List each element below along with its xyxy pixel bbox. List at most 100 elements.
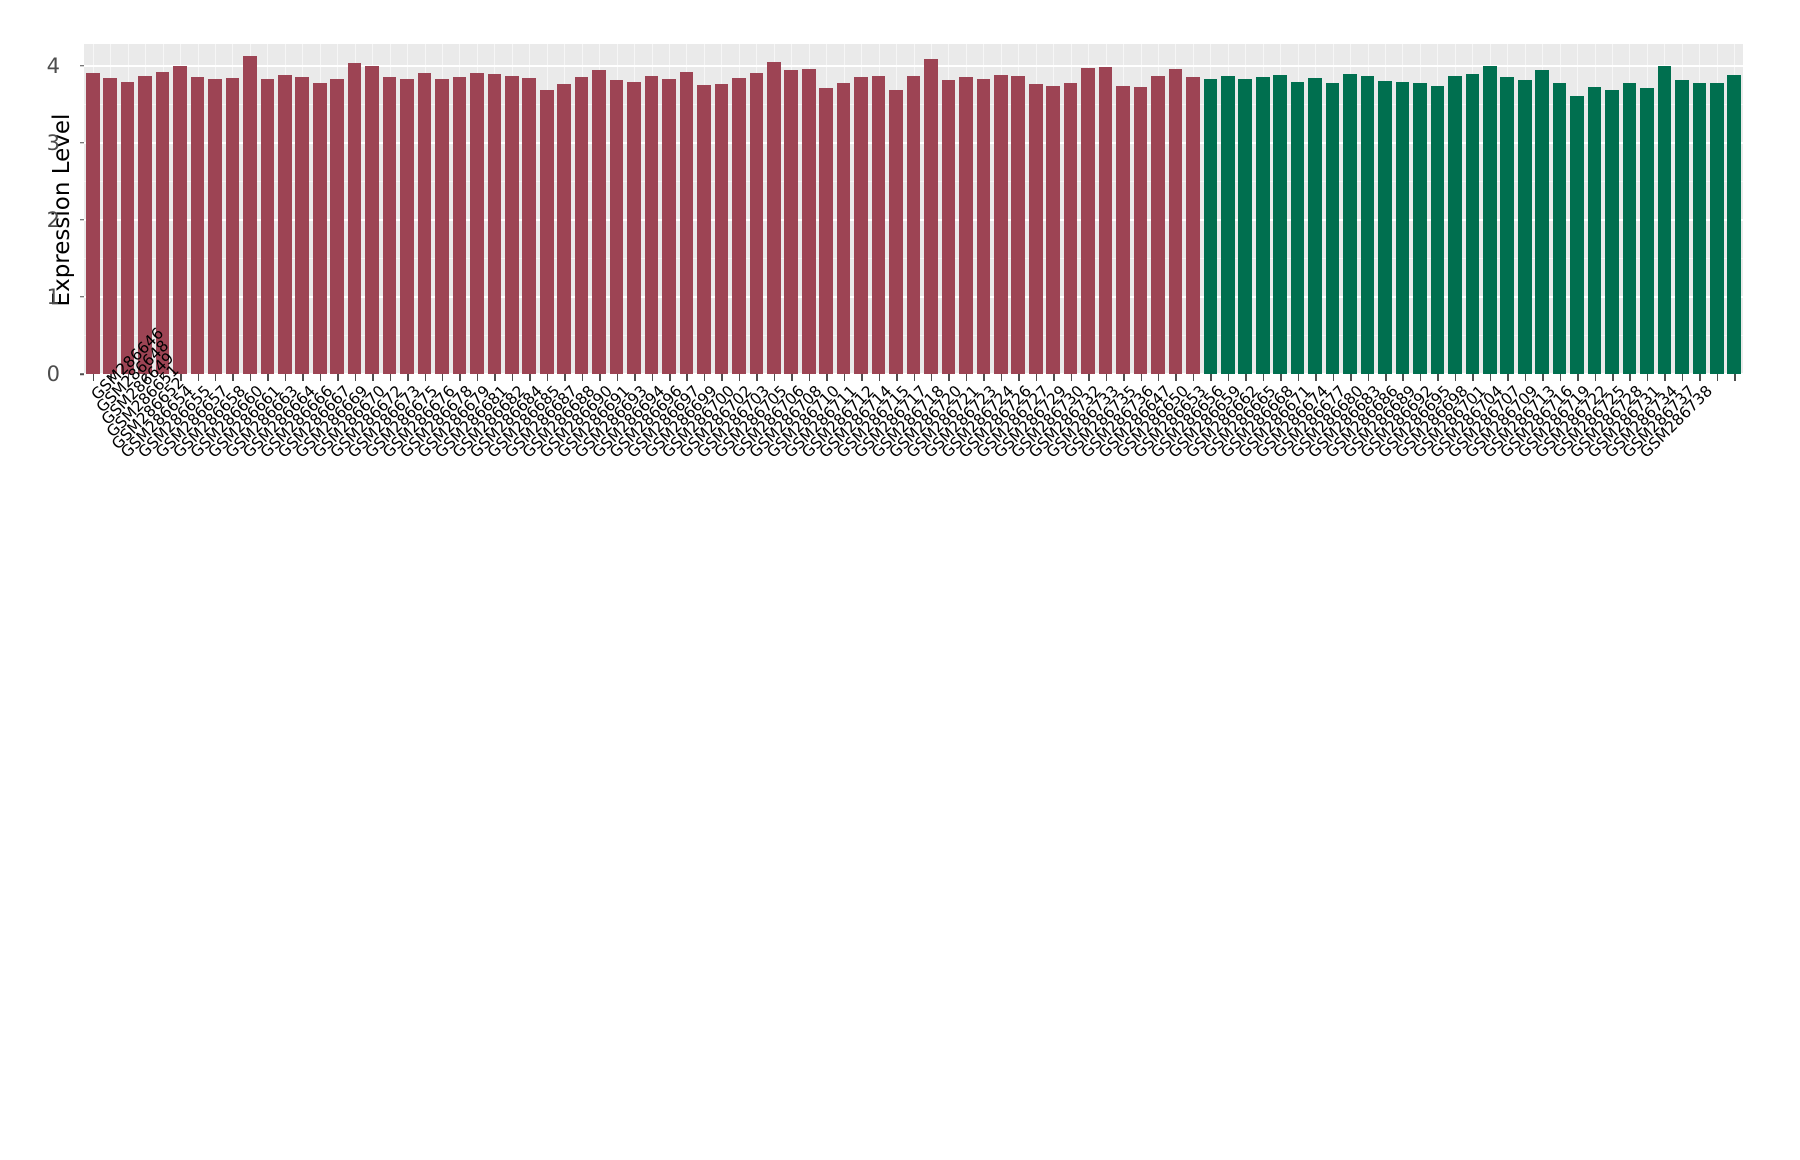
- bar[interactable]: [539, 90, 554, 374]
- bar[interactable]: [1081, 67, 1095, 374]
- bar[interactable]: [1046, 86, 1060, 374]
- bar[interactable]: [1517, 80, 1532, 374]
- bar[interactable]: [1203, 78, 1218, 374]
- bar[interactable]: [592, 70, 606, 374]
- bar[interactable]: [924, 58, 938, 374]
- bar[interactable]: [1273, 74, 1288, 374]
- bar[interactable]: [1727, 74, 1742, 374]
- bar[interactable]: [1430, 85, 1445, 374]
- bar[interactable]: [1709, 82, 1724, 374]
- bar[interactable]: [1552, 82, 1567, 374]
- bar[interactable]: [1465, 74, 1480, 374]
- bar[interactable]: [679, 71, 694, 374]
- bar[interactable]: [173, 66, 187, 374]
- bar[interactable]: [120, 81, 135, 374]
- bar[interactable]: [714, 84, 729, 374]
- bar[interactable]: [906, 76, 921, 374]
- bar[interactable]: [1692, 83, 1707, 374]
- bar[interactable]: [103, 77, 117, 374]
- x-axis-tick-mark: [302, 374, 304, 381]
- bar[interactable]: [1570, 95, 1584, 374]
- bar[interactable]: [1535, 70, 1549, 374]
- bar[interactable]: [854, 77, 868, 374]
- bar[interactable]: [749, 73, 764, 374]
- bar[interactable]: [522, 77, 537, 374]
- bar[interactable]: [1151, 76, 1165, 374]
- bar[interactable]: [1413, 83, 1427, 374]
- bar[interactable]: [470, 73, 484, 374]
- bar[interactable]: [330, 78, 344, 374]
- bar[interactable]: [1378, 81, 1392, 374]
- bar[interactable]: [1116, 86, 1130, 374]
- bar[interactable]: [1343, 74, 1357, 374]
- bar[interactable]: [382, 77, 397, 374]
- bar[interactable]: [85, 73, 100, 374]
- bar[interactable]: [1605, 89, 1619, 374]
- bar[interactable]: [1168, 69, 1183, 374]
- bar[interactable]: [1098, 67, 1113, 374]
- bar[interactable]: [959, 77, 973, 374]
- bar[interactable]: [784, 70, 799, 374]
- bar[interactable]: [1360, 76, 1375, 374]
- bar[interactable]: [644, 76, 659, 374]
- bar[interactable]: [1238, 79, 1253, 374]
- bar[interactable]: [574, 77, 589, 374]
- bar[interactable]: [347, 63, 362, 374]
- bar[interactable]: [976, 79, 991, 374]
- x-axis-tick-mark: [162, 374, 165, 381]
- bar[interactable]: [801, 68, 816, 374]
- bar[interactable]: [557, 84, 572, 374]
- bar[interactable]: [1395, 81, 1410, 374]
- bar[interactable]: [609, 80, 624, 374]
- bar[interactable]: [505, 76, 519, 374]
- bar[interactable]: [243, 56, 257, 374]
- bar[interactable]: [1255, 77, 1270, 374]
- bar[interactable]: [1028, 84, 1043, 374]
- bar[interactable]: [766, 61, 781, 374]
- x-axis-tick-mark: [1018, 374, 1020, 381]
- bar[interactable]: [452, 77, 467, 374]
- bar[interactable]: [836, 82, 851, 374]
- x-axis-ticks: [84, 374, 1743, 382]
- bar[interactable]: [819, 87, 833, 374]
- bar[interactable]: [627, 81, 641, 374]
- bar[interactable]: [138, 75, 152, 374]
- bar[interactable]: [365, 65, 379, 374]
- bar[interactable]: [994, 74, 1008, 374]
- bar[interactable]: [1308, 77, 1322, 374]
- bar[interactable]: [1657, 66, 1672, 374]
- bar[interactable]: [1482, 65, 1497, 374]
- bar[interactable]: [1675, 80, 1689, 374]
- bar[interactable]: [889, 90, 903, 374]
- bar[interactable]: [1186, 77, 1200, 374]
- bar[interactable]: [1622, 82, 1637, 374]
- bar[interactable]: [225, 77, 240, 374]
- bar[interactable]: [1290, 81, 1305, 374]
- bar[interactable]: [1640, 87, 1654, 374]
- bar[interactable]: [155, 71, 170, 374]
- bar[interactable]: [435, 78, 449, 374]
- bar[interactable]: [487, 74, 502, 374]
- bar[interactable]: [190, 77, 205, 374]
- bar[interactable]: [1011, 75, 1026, 374]
- x-axis-tick-mark: [127, 374, 130, 381]
- bar[interactable]: [697, 84, 711, 374]
- bar[interactable]: [1448, 76, 1462, 374]
- bar[interactable]: [417, 73, 432, 374]
- bar[interactable]: [295, 77, 310, 374]
- bar[interactable]: [941, 80, 956, 374]
- bar[interactable]: [208, 78, 222, 374]
- bar[interactable]: [871, 75, 886, 374]
- bar[interactable]: [278, 74, 292, 374]
- bar[interactable]: [1221, 75, 1235, 374]
- bar[interactable]: [1500, 77, 1515, 374]
- bar[interactable]: [400, 78, 414, 374]
- bar[interactable]: [1587, 87, 1602, 374]
- bar[interactable]: [1133, 87, 1148, 374]
- bar[interactable]: [1325, 83, 1340, 374]
- bar[interactable]: [260, 78, 275, 374]
- bar[interactable]: [312, 82, 327, 374]
- bar[interactable]: [662, 78, 676, 374]
- bar[interactable]: [1063, 82, 1078, 374]
- bar[interactable]: [732, 77, 746, 374]
